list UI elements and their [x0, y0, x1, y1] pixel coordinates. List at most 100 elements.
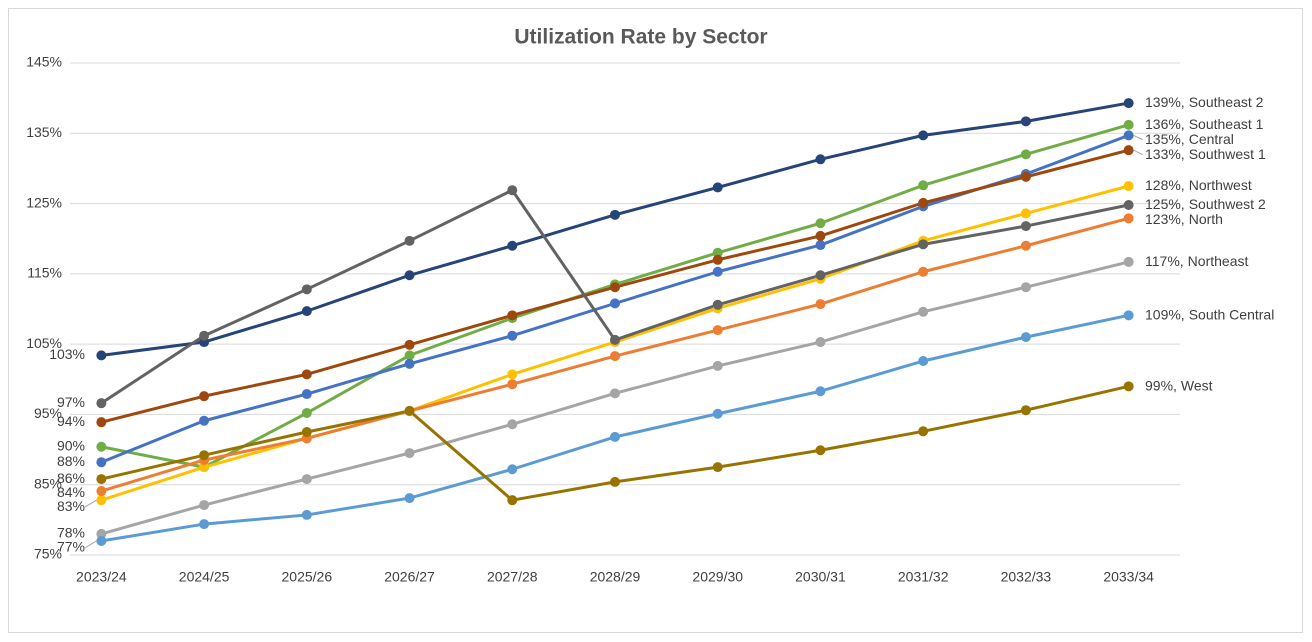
data-point: [199, 500, 210, 511]
y-tick-label: 85%: [34, 475, 62, 491]
data-point: [815, 386, 826, 397]
data-label-value: 123%,: [1145, 211, 1185, 227]
data-point: [301, 389, 312, 400]
data-point: [507, 369, 518, 380]
series-name: North: [1189, 211, 1223, 227]
data-point: [610, 431, 620, 442]
data-point: [610, 388, 620, 399]
data-label: 97%: [57, 394, 85, 410]
y-tick-label: 125%: [26, 194, 62, 210]
data-point: [712, 299, 723, 310]
data-label: 77%: [57, 539, 85, 555]
data-point: [96, 486, 107, 497]
data-point: [301, 369, 312, 380]
data-point: [1020, 221, 1031, 232]
data-point: [404, 405, 415, 416]
data-label: 135%, Central: [1145, 131, 1234, 147]
y-tick-label: 75%: [34, 546, 62, 562]
chart-title: Utilization Rate by Sector: [514, 26, 767, 49]
series-name: Central: [1189, 131, 1234, 147]
data-point: [404, 493, 415, 504]
data-label: 125%, Southwest 2: [1145, 196, 1266, 212]
data-point: [815, 240, 826, 251]
data-label: 139%, Southeast 2: [1145, 94, 1264, 110]
data-point: [712, 182, 723, 193]
data-point: [404, 235, 415, 246]
data-point: [1020, 116, 1031, 127]
data-point: [918, 426, 929, 437]
data-label: 99%, West: [1145, 377, 1213, 393]
data-point: [712, 254, 723, 265]
data-label-value: 109%,: [1145, 306, 1185, 322]
data-label: 133%, Southwest 1: [1145, 146, 1266, 162]
data-point: [96, 441, 107, 452]
series-name: West: [1181, 377, 1213, 393]
data-point: [918, 197, 929, 208]
data-point: [1020, 405, 1031, 416]
x-tick-label: 2025/26: [282, 569, 333, 585]
data-point: [199, 519, 210, 530]
data-label: 128%, Northwest: [1145, 177, 1252, 193]
data-point: [96, 474, 107, 485]
series-name: Southeast 1: [1189, 116, 1264, 132]
y-tick-label: 95%: [34, 405, 62, 421]
leader-line: [1133, 134, 1144, 141]
data-point: [1123, 181, 1134, 191]
data-label-value: 139%,: [1145, 94, 1185, 110]
data-point: [1020, 149, 1031, 160]
data-point: [1020, 282, 1031, 293]
leader-line: [84, 499, 97, 508]
data-label: 103%: [49, 346, 85, 362]
data-label-value: 117%,: [1145, 253, 1184, 269]
data-point: [918, 306, 929, 317]
data-point: [199, 415, 210, 426]
data-point: [1123, 381, 1134, 392]
data-point: [507, 310, 518, 321]
y-tick-label: 115%: [27, 265, 62, 281]
data-point: [507, 495, 518, 506]
data-point: [507, 240, 518, 251]
data-label: 123%, North: [1145, 211, 1223, 227]
data-point: [507, 464, 518, 475]
series-name: Southeast 2: [1189, 94, 1264, 110]
data-point: [1123, 98, 1134, 109]
data-point: [507, 330, 518, 341]
data-point: [96, 535, 107, 546]
data-label: 86%: [57, 470, 85, 486]
data-point: [301, 408, 312, 419]
data-point: [507, 419, 518, 430]
data-point: [199, 462, 210, 473]
series-name: Northwest: [1189, 177, 1252, 193]
data-point: [1123, 199, 1134, 210]
data-point: [1123, 213, 1134, 224]
data-point: [1020, 208, 1031, 219]
data-point: [1020, 240, 1031, 251]
data-point: [199, 330, 210, 341]
data-point: [918, 180, 929, 191]
x-tick-label: 2029/30: [692, 569, 743, 585]
x-tick-label: 2033/34: [1103, 569, 1154, 585]
data-point: [96, 495, 107, 506]
data-point: [610, 476, 620, 487]
series-name: South Central: [1189, 306, 1275, 322]
data-label-value: 125%,: [1145, 196, 1185, 212]
data-point: [404, 448, 415, 459]
data-label: 94%: [57, 413, 85, 429]
data-point: [610, 209, 620, 220]
data-point: [1123, 310, 1134, 321]
data-point: [815, 445, 826, 456]
data-point: [815, 337, 826, 348]
data-point: [1020, 171, 1031, 182]
data-point: [301, 284, 312, 295]
data-point: [1123, 145, 1134, 156]
data-point: [815, 154, 826, 165]
data-point: [404, 358, 415, 369]
data-point: [918, 130, 929, 141]
data-point: [712, 266, 723, 277]
data-point: [301, 509, 312, 520]
data-point: [301, 427, 312, 437]
data-label: 109%, South Central: [1145, 306, 1274, 322]
data-label: 84%: [57, 484, 85, 500]
data-point: [404, 350, 415, 361]
